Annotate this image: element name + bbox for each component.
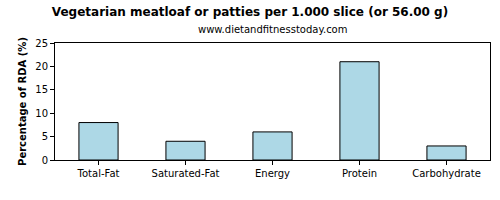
svg-text:15: 15 xyxy=(35,84,48,95)
svg-text:Total-Fat: Total-Fat xyxy=(77,168,120,179)
svg-text:Percentage of RDA (%): Percentage of RDA (%) xyxy=(17,37,28,166)
svg-text:5: 5 xyxy=(42,131,48,142)
svg-text:20: 20 xyxy=(35,61,48,72)
svg-text:www.dietandfitnesstoday.com: www.dietandfitnesstoday.com xyxy=(198,24,347,35)
svg-text:Protein: Protein xyxy=(342,168,377,179)
svg-text:10: 10 xyxy=(35,108,48,119)
svg-text:Energy: Energy xyxy=(255,168,290,179)
svg-text:Vegetarian meatloaf or patties: Vegetarian meatloaf or patties per 1.000… xyxy=(52,5,448,19)
svg-text:0: 0 xyxy=(42,155,48,166)
svg-text:25: 25 xyxy=(35,38,48,49)
svg-text:Carbohydrate: Carbohydrate xyxy=(412,168,481,179)
svg-text:Saturated-Fat: Saturated-Fat xyxy=(152,168,220,179)
